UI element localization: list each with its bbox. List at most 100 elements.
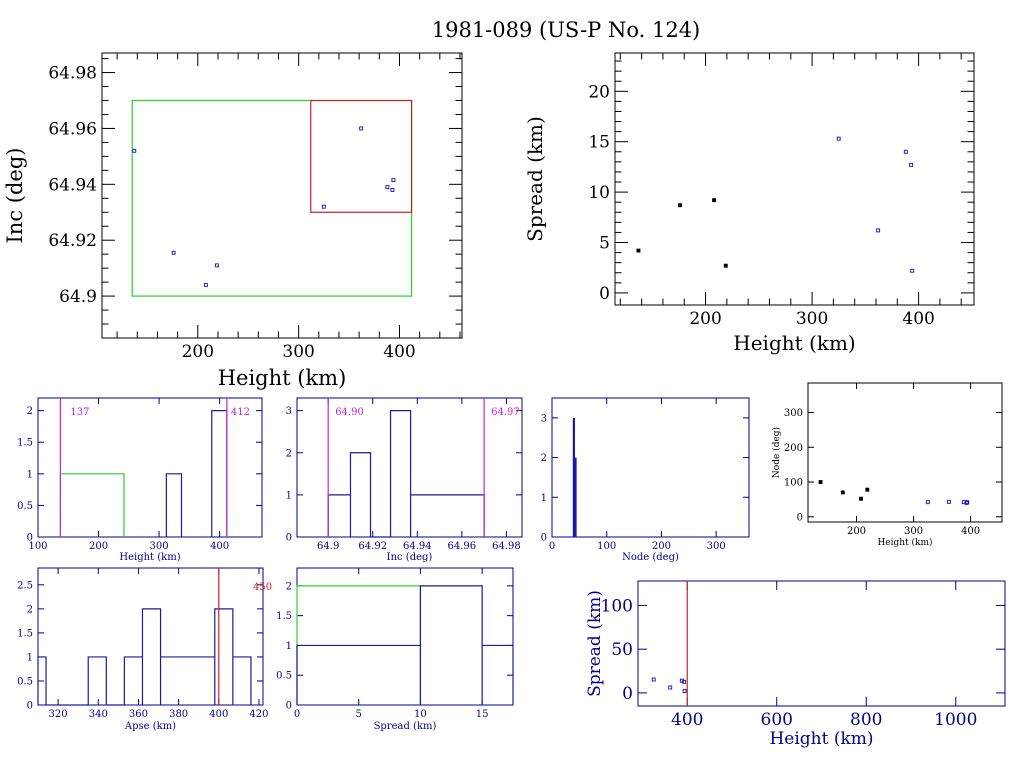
y-tick-label: 5 <box>599 233 610 253</box>
chart-inc-histogram: 64.9 64.92 64.94 64.96 64.98 0 1 2 3 Inc (deg) 64.… <box>286 397 523 563</box>
x-tick-label: 64.92 <box>358 541 387 552</box>
x-tick-label: 320 <box>49 709 68 720</box>
data-point <box>910 268 915 273</box>
x-tick-label: 200 <box>652 541 671 552</box>
x-tick-label: 300 <box>707 541 726 552</box>
plot-frame <box>101 52 463 339</box>
chart-height-histogram: 100 200 300 400 0 0.5 1 1.5 2 Height (km) 137 412 <box>17 397 263 563</box>
x-axis-label: Spread (km) <box>374 721 437 732</box>
y-axis-label: Spread (km) <box>523 116 547 242</box>
x-tick-label: 400 <box>383 342 415 362</box>
y-tick-label: 0 <box>599 284 610 304</box>
apse-limit-label: 450 <box>253 582 272 593</box>
x-tick-label: 300 <box>150 541 169 552</box>
limit-label: 137 <box>70 407 89 418</box>
x-tick-label: 420 <box>249 709 268 720</box>
limit-label: 64.90 <box>335 407 364 418</box>
x-tick-label: 800 <box>850 710 882 730</box>
data-point <box>682 689 687 693</box>
data-point <box>712 198 717 203</box>
x-tick-label: 200 <box>182 342 214 362</box>
x-tick-label: 64.98 <box>492 541 521 552</box>
y-axis-label: Inc (deg) <box>3 148 27 244</box>
data-point <box>215 263 219 268</box>
y-tick-label: 2 <box>286 448 292 459</box>
y-tick-label: 50 <box>611 640 633 660</box>
x-tick-label: 600 <box>761 710 793 730</box>
data-point <box>925 500 930 505</box>
y-tick-label: 0 <box>622 684 633 704</box>
chart-spread-histogram: 0 5 10 15 0 0.5 1 1.5 2 Spread (km) <box>276 567 514 732</box>
data-point <box>818 480 823 484</box>
y-tick-label: 0 <box>797 512 803 523</box>
data-point <box>321 204 326 209</box>
y-tick-label: 0 <box>27 701 33 712</box>
limit-label: 412 <box>231 407 250 418</box>
x-axis-label: Height (km) <box>733 331 855 355</box>
y-tick-label: 1 <box>541 493 547 504</box>
data-point <box>668 685 673 690</box>
y-tick-label: 0.5 <box>17 676 33 687</box>
y-tick-label: 15 <box>588 133 610 153</box>
y-tick-label: 2 <box>286 581 292 592</box>
data-point <box>636 248 641 253</box>
data-point <box>678 203 682 208</box>
data-point <box>836 136 841 141</box>
y-tick-label: 0 <box>541 533 547 544</box>
data-point <box>876 228 881 233</box>
green-selection-box <box>131 99 413 297</box>
x-tick-label: 10 <box>414 709 427 720</box>
data-point <box>965 500 970 505</box>
data-point <box>132 148 137 153</box>
y-tick-label: 3 <box>286 406 292 417</box>
plot-frame <box>296 397 523 538</box>
x-tick-label: 400 <box>902 309 934 329</box>
y-axis-label: Spread (km) <box>585 590 605 697</box>
limit-label: 64.97 <box>491 407 520 418</box>
data-point <box>859 496 864 501</box>
data-point <box>865 487 870 492</box>
y-tick-label: 0 <box>286 701 292 712</box>
y-tick-label: 0 <box>27 533 33 544</box>
y-tick-label: 64.96 <box>48 119 97 139</box>
x-axis-label: Height (km) <box>877 537 932 548</box>
data-point <box>909 162 914 167</box>
x-tick-label: 380 <box>169 709 188 720</box>
histogram-blue-step <box>296 585 514 705</box>
red-selection-box <box>310 99 413 213</box>
chart-node-histogram: 0 100 200 300 0 1 2 3 Node (deg) <box>541 397 750 563</box>
histogram-green-step <box>59 473 125 537</box>
figure-title: 1981-089 (US-P No. 124) <box>432 18 701 42</box>
data-point <box>964 500 969 505</box>
x-tick-label: 64.94 <box>403 541 432 552</box>
plot-frame <box>296 567 514 706</box>
data-point <box>840 490 845 495</box>
y-tick-label: 2 <box>27 406 33 417</box>
x-tick-label: 400 <box>671 710 703 730</box>
data-point <box>903 149 908 154</box>
x-tick-label: 0 <box>549 541 555 552</box>
y-tick-label: 1.5 <box>276 611 292 622</box>
data-point <box>390 187 395 192</box>
x-axis-label: Height (km) <box>218 366 347 390</box>
y-tick-label: 10 <box>588 183 610 203</box>
plot-frame <box>637 580 1006 707</box>
histogram-blue-step <box>165 410 228 537</box>
chart-spread-vs-height: 200 300 400 0 5 10 15 20 Height (km) Spread (km) <box>523 52 975 355</box>
data-point <box>171 250 176 255</box>
data-point <box>651 677 656 682</box>
x-axis-label: Apse (km) <box>124 721 176 732</box>
y-tick-label: 0.5 <box>276 671 292 682</box>
x-tick-label: 100 <box>28 541 47 552</box>
x-tick-label: 300 <box>904 526 923 537</box>
plot-frame <box>37 397 263 538</box>
x-tick-label: 200 <box>689 309 721 329</box>
y-tick-label: 100 <box>601 596 633 616</box>
x-tick-label: 0 <box>294 709 300 720</box>
data-point <box>946 499 951 504</box>
x-tick-label: 200 <box>89 541 108 552</box>
data-point <box>723 263 728 268</box>
chart-apse-histogram: 320 340 360 380 400 420 0 0.5 1 1.5 2 2.5 Apse (km) 4… <box>17 567 272 732</box>
y-tick-label: 64.94 <box>48 175 97 195</box>
